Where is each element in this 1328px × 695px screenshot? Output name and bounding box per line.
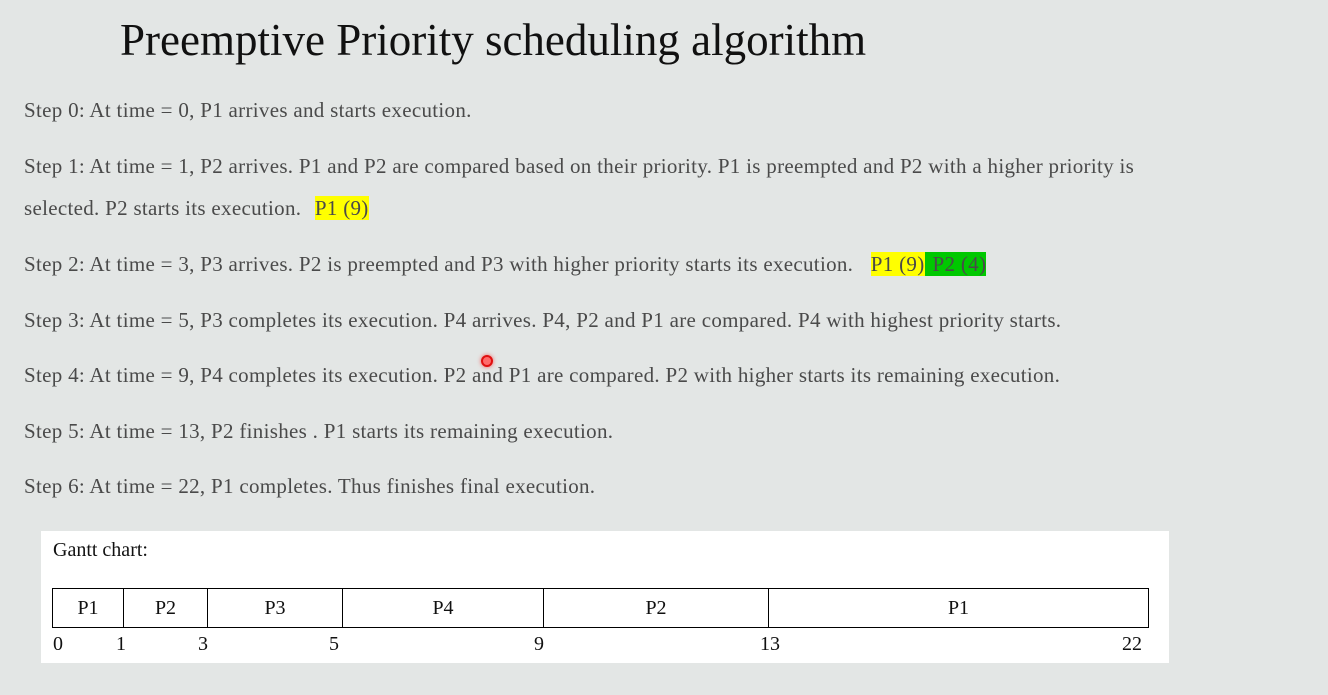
highlight-p1-step1: P1 (9) (314, 196, 369, 220)
cursor-indicator (481, 355, 493, 367)
highlight-p1-step2: P1 (9) (870, 252, 925, 276)
gantt-tick-3: 3 (198, 633, 208, 655)
gantt-tick-9: 9 (534, 633, 544, 655)
gantt-segment-p1-0: P1 (52, 589, 123, 627)
gantt-tick-22: 22 (1122, 633, 1142, 655)
step-0-text: Step 0: At time = 0, P1 arrives and star… (24, 98, 472, 122)
step-1-text: Step 1: At time = 1, P2 arrives. P1 and … (24, 154, 1135, 178)
step-5-text: Step 5: At time = 13, P2 finishes . P1 s… (24, 419, 614, 443)
step-1-continuation-text: selected. P2 starts its execution. (24, 196, 302, 220)
step-2-text: Step 2: At time = 3, P3 arrives. P2 is p… (24, 252, 854, 276)
gantt-tick-5: 5 (329, 633, 339, 655)
gantt-tick-13: 13 (760, 633, 780, 655)
gantt-segment-p2-1: P2 (123, 589, 207, 627)
highlight-p2-step2: P2 (4) (924, 252, 987, 276)
gantt-tick-1: 1 (116, 633, 126, 655)
step-2-line: Step 2: At time = 3, P3 arrives. P2 is p… (24, 252, 987, 277)
gantt-segment-p2-4: P2 (543, 589, 768, 627)
gantt-segment-p1-5: P1 (768, 589, 1149, 627)
gantt-segment-p3-2: P3 (207, 589, 342, 627)
gantt-tick-0: 0 (53, 633, 63, 655)
step-1-continuation: selected. P2 starts its execution. P1 (9… (24, 196, 369, 221)
page-title: Preemptive Priority scheduling algorithm (120, 15, 867, 65)
step-6-text: Step 6: At time = 22, P1 completes. Thus… (24, 474, 596, 498)
gantt-chart-panel: Gantt chart: P1 P2 P3 P4 P2 P1 0 1 3 5 9 13 22 (41, 531, 1169, 663)
gantt-chart-title: Gantt chart: (53, 539, 148, 561)
step-4-text: Step 4: At time = 9, P4 completes its ex… (24, 363, 1061, 387)
gantt-bar: P1 P2 P3 P4 P2 P1 (52, 588, 1149, 628)
step-3-text: Step 3: At time = 5, P3 completes its ex… (24, 308, 1062, 332)
gantt-segment-p4-3: P4 (342, 589, 543, 627)
